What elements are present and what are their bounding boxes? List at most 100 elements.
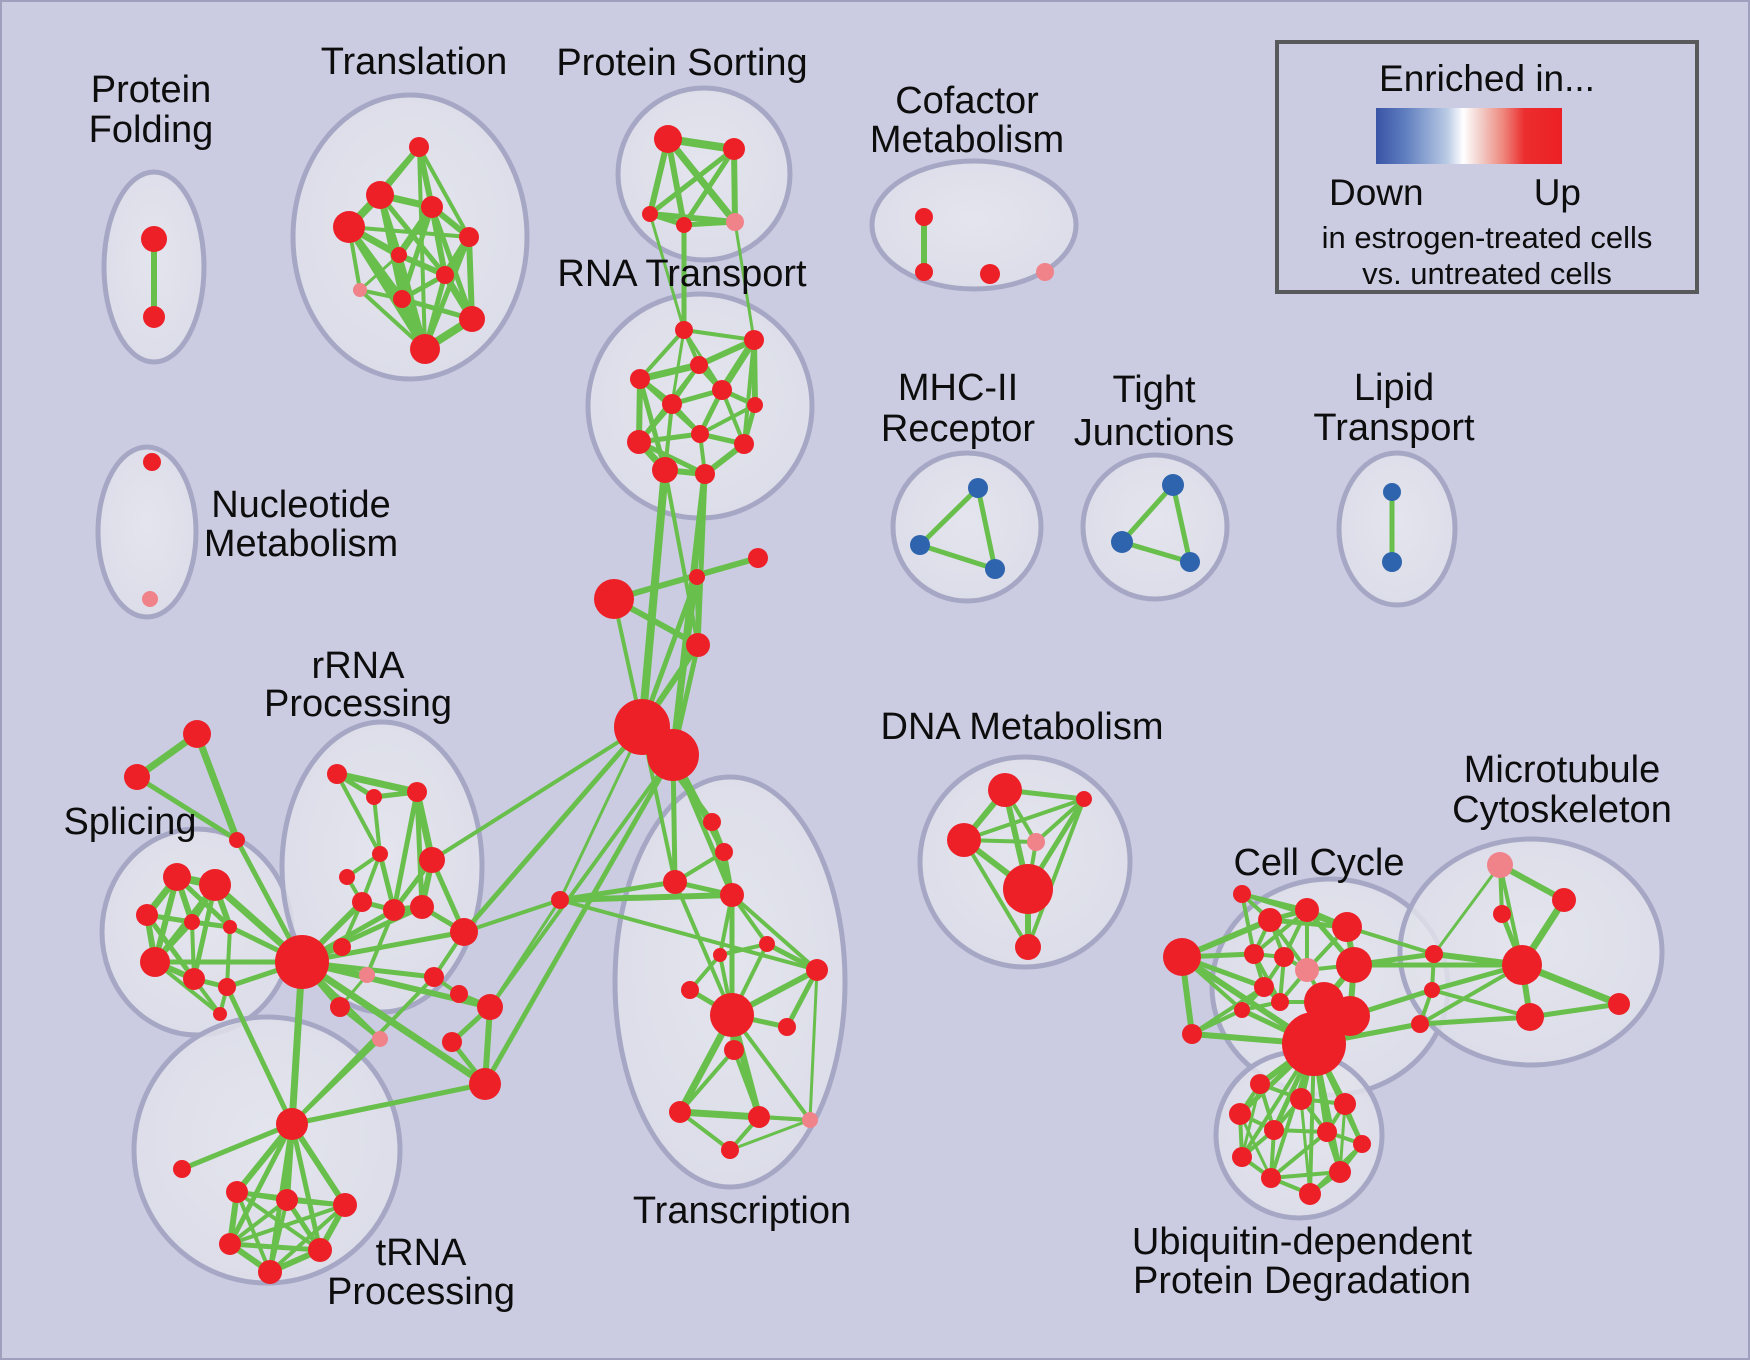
gene-set-node-23-red bbox=[662, 394, 682, 414]
network-edge bbox=[391, 789, 420, 913]
cluster-label-protein-sorting: Protein Sorting bbox=[556, 42, 807, 84]
network-edge bbox=[718, 942, 769, 957]
gene-set-node-91-red bbox=[715, 843, 733, 861]
network-edge bbox=[728, 1118, 812, 1152]
gene-set-node-39-blue bbox=[1162, 474, 1184, 496]
gene-set-node-29-red bbox=[695, 464, 715, 484]
cluster-label-trna-processing-line2: Processing bbox=[327, 1271, 515, 1313]
cluster-label-transcription: Transcription bbox=[633, 1190, 851, 1232]
network-edge bbox=[742, 338, 756, 446]
gene-set-node-60-red bbox=[372, 846, 388, 862]
cluster-ellipse-tight-junctions bbox=[1080, 452, 1230, 602]
cluster-label-trna-processing-line1: tRNA bbox=[376, 1232, 467, 1274]
legend-caption-line1: in estrogen-treated cells bbox=[1321, 220, 1653, 255]
network-edge bbox=[558, 898, 819, 972]
network-edge bbox=[1527, 1001, 1622, 1020]
gene-set-node-45-red bbox=[124, 764, 150, 790]
gene-set-node-44-red bbox=[183, 720, 211, 748]
network-edge bbox=[962, 838, 1030, 949]
network-edge bbox=[808, 968, 819, 1122]
gene-set-node-117-red bbox=[1244, 944, 1264, 964]
cluster-label-translation: Translation bbox=[321, 41, 508, 83]
gene-set-node-94-red bbox=[551, 891, 569, 909]
cluster-label-microtubule-cytoskeleton-line2: Cytoskeleton bbox=[1452, 789, 1672, 831]
gene-set-node-38-blue bbox=[985, 559, 1005, 579]
gene-set-node-49-red bbox=[136, 904, 158, 926]
network-edge bbox=[1430, 988, 1532, 1019]
gene-set-node-78-red bbox=[226, 1181, 248, 1203]
network-edge bbox=[227, 1241, 323, 1253]
network-edge bbox=[225, 925, 232, 989]
gene-set-node-97-red bbox=[806, 959, 828, 981]
gene-set-node-122-red bbox=[1234, 1002, 1250, 1018]
network-edge bbox=[681, 146, 737, 228]
cluster-label-rna-transport: RNA Transport bbox=[557, 253, 807, 295]
gene-set-node-66-pink bbox=[359, 967, 375, 983]
network-edge bbox=[288, 958, 306, 1128]
gene-set-node-11-red bbox=[459, 306, 485, 332]
network-edge bbox=[430, 725, 644, 862]
network-edge bbox=[289, 1081, 488, 1127]
gene-set-node-34-red bbox=[143, 453, 161, 471]
network-edge bbox=[462, 898, 562, 934]
gene-set-node-17-pink bbox=[726, 213, 744, 231]
gene-set-node-137-red bbox=[1250, 1074, 1270, 1094]
gene-set-node-1-red bbox=[143, 306, 165, 328]
network-edge bbox=[414, 789, 425, 910]
gene-set-node-87-red bbox=[686, 633, 710, 657]
cluster-label-protein-folding-line2: Folding bbox=[89, 109, 214, 151]
network-edge bbox=[227, 1121, 295, 1247]
gene-set-node-139-red bbox=[1334, 1093, 1356, 1115]
gene-set-node-95-red bbox=[759, 936, 775, 952]
gene-set-node-135-red bbox=[1516, 1003, 1544, 1031]
gene-set-node-62-red bbox=[352, 892, 372, 912]
network-edge bbox=[299, 929, 467, 965]
gene-set-node-5-red bbox=[421, 196, 443, 218]
legend-gradient-bar bbox=[1376, 108, 1562, 164]
gene-set-node-120-pink bbox=[1295, 958, 1319, 982]
gene-set-node-26-red bbox=[627, 430, 651, 454]
gene-set-node-103-red bbox=[748, 1106, 770, 1128]
gene-set-node-143-red bbox=[1353, 1135, 1371, 1153]
legend-down-label: Down bbox=[1329, 172, 1424, 213]
gene-set-node-16-red bbox=[676, 217, 692, 233]
gene-set-node-10-red bbox=[393, 290, 411, 308]
cluster-label-rrna-processing-line2: Processing bbox=[264, 683, 452, 725]
network-edge bbox=[268, 1198, 289, 1274]
gene-set-node-73-red bbox=[477, 994, 503, 1020]
network-edge bbox=[1269, 1130, 1329, 1180]
network-edge bbox=[179, 1121, 295, 1172]
gene-set-node-74-red bbox=[442, 1032, 462, 1052]
gene-set-node-28-red bbox=[652, 457, 678, 483]
network-edge bbox=[1269, 1170, 1342, 1180]
gene-set-node-99-red bbox=[710, 993, 754, 1037]
gene-set-node-59-red bbox=[419, 847, 445, 873]
cluster-label-mhc-ii-receptor-line2: Receptor bbox=[881, 408, 1036, 450]
gene-set-node-144-red bbox=[1232, 1147, 1252, 1167]
gene-set-node-77-red bbox=[173, 1160, 191, 1178]
gene-set-node-4-red bbox=[333, 211, 365, 243]
network-edge bbox=[372, 795, 382, 856]
network-edge bbox=[193, 730, 241, 844]
network-edge bbox=[488, 898, 562, 1009]
gene-set-node-48-red bbox=[199, 869, 231, 901]
gene-set-node-12-red bbox=[410, 334, 440, 364]
gene-set-node-22-red bbox=[712, 380, 732, 400]
network-edge bbox=[696, 337, 757, 368]
network-edge bbox=[648, 212, 686, 332]
gene-set-node-51-red bbox=[223, 920, 237, 934]
network-edge bbox=[665, 136, 687, 228]
gene-set-node-63-red bbox=[383, 899, 405, 921]
network-edge bbox=[1119, 482, 1176, 545]
gene-set-node-24-red bbox=[747, 397, 763, 413]
network-edge bbox=[235, 1190, 272, 1274]
network-edge bbox=[1345, 925, 1436, 956]
network-edge bbox=[917, 485, 981, 548]
network-edge bbox=[731, 146, 738, 225]
gene-set-node-6-red bbox=[459, 227, 479, 247]
gene-set-node-145-red bbox=[1261, 1168, 1281, 1188]
gene-set-node-106-red bbox=[988, 773, 1022, 807]
gene-set-node-43-blue bbox=[1382, 552, 1402, 572]
gene-set-node-14-red bbox=[723, 138, 745, 160]
